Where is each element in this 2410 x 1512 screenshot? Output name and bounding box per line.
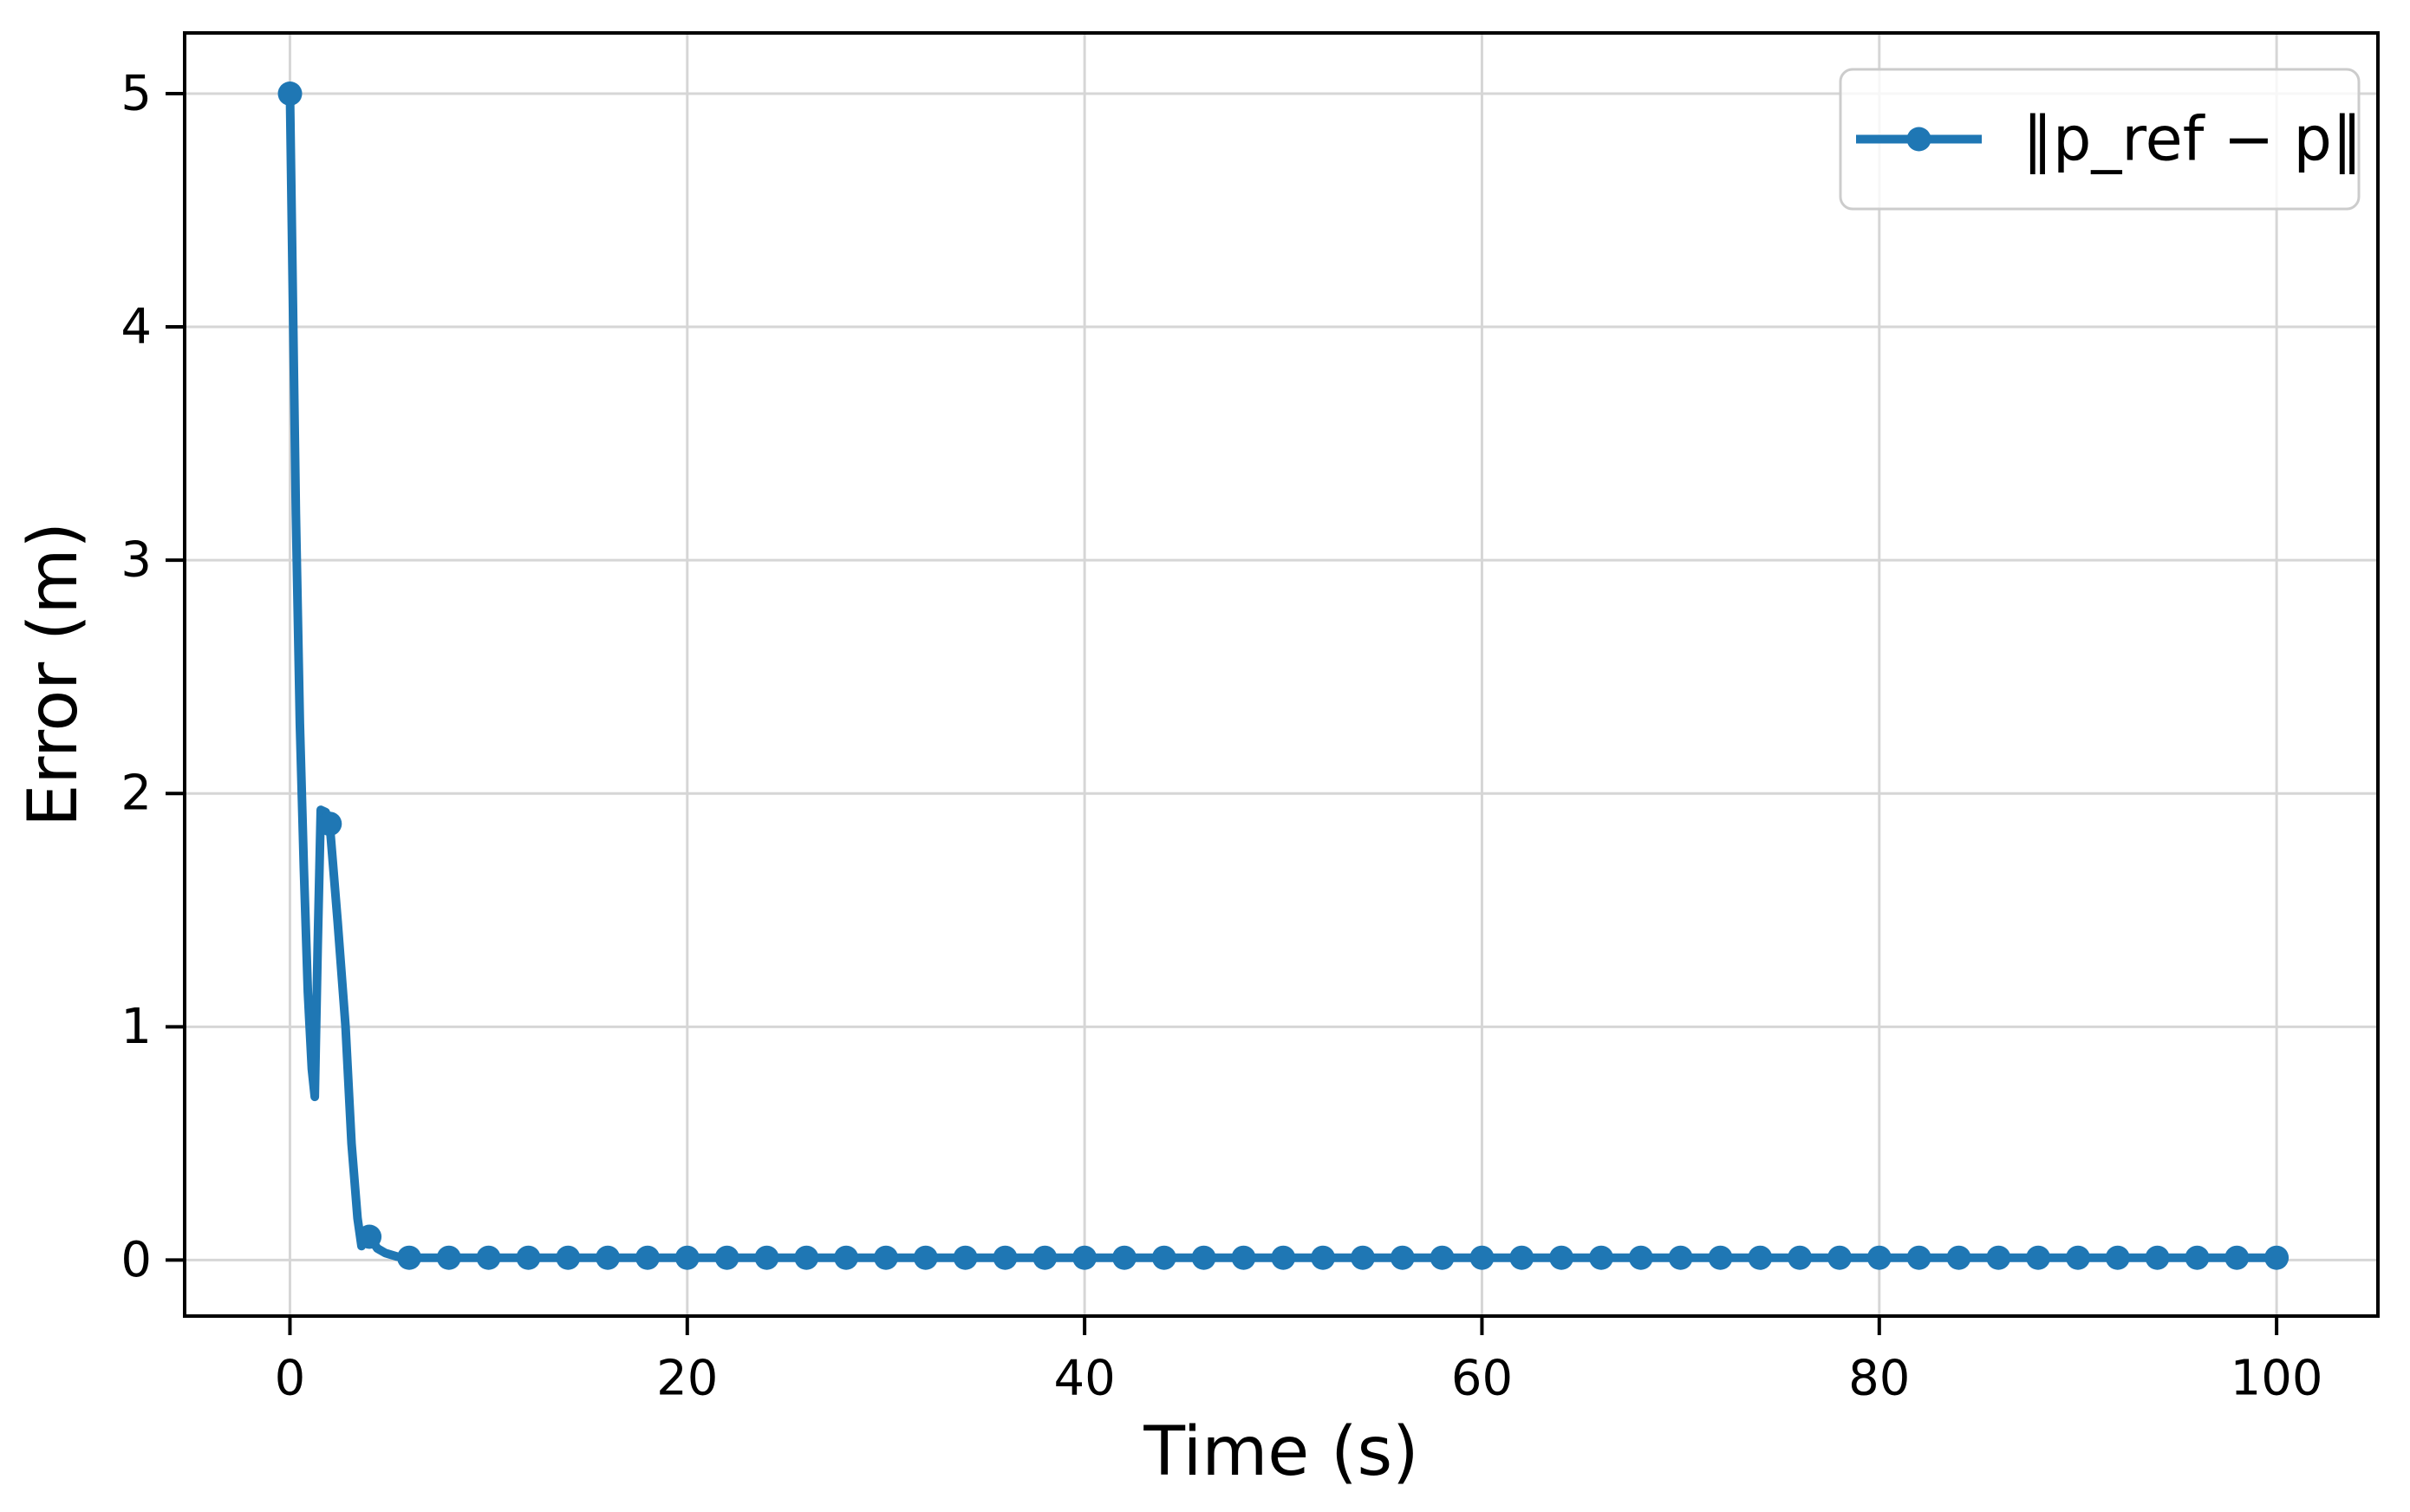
data-point-marker: [1986, 1245, 2011, 1270]
legend-label: ‖p_ref − p‖: [2022, 104, 2362, 175]
data-point-marker: [1509, 1245, 1534, 1270]
data-point-marker: [1390, 1245, 1415, 1270]
y-tick-label: 1: [120, 999, 152, 1055]
data-point-marker: [436, 1245, 461, 1270]
data-point-marker: [397, 1245, 421, 1270]
x-tick-label: 20: [656, 1351, 718, 1407]
data-point-marker: [2185, 1245, 2210, 1270]
data-point-marker: [1351, 1245, 1375, 1270]
data-point-marker: [794, 1245, 819, 1270]
y-tick-label: 4: [120, 299, 152, 355]
x-tick-label: 60: [1451, 1351, 1513, 1407]
data-point-marker: [1628, 1245, 1653, 1270]
data-point-marker: [1151, 1245, 1176, 1270]
x-axis-label: Time (s): [1143, 1413, 1418, 1491]
data-point-marker: [674, 1245, 700, 1270]
legend: ‖p_ref − p‖: [1839, 68, 2362, 211]
data-point-marker: [714, 1245, 739, 1270]
data-point-marker: [993, 1245, 1018, 1270]
x-tick-label: 40: [1053, 1351, 1115, 1407]
data-point-marker: [834, 1245, 859, 1270]
data-point-marker: [277, 81, 303, 106]
data-point-marker: [1946, 1245, 1971, 1270]
data-point-marker: [2105, 1245, 2130, 1270]
data-point-marker: [1827, 1245, 1852, 1270]
data-point-marker: [953, 1245, 978, 1270]
legend-sample-marker: [1906, 127, 1931, 152]
y-tick-label: 3: [120, 532, 152, 589]
data-point-marker: [1788, 1245, 1813, 1270]
data-point-marker: [1866, 1245, 1892, 1270]
data-point-marker: [1271, 1245, 1296, 1270]
data-point-marker: [2145, 1245, 2170, 1270]
data-point-marker: [596, 1245, 621, 1270]
data-point-marker: [1748, 1245, 1773, 1270]
data-point-marker: [317, 811, 342, 837]
plot-border: [183, 31, 2380, 1318]
y-tick-label: 2: [120, 766, 152, 822]
axes-background: [185, 33, 2378, 1316]
x-tick-label: 0: [275, 1351, 306, 1407]
data-point-marker: [2026, 1245, 2051, 1270]
data-point-marker: [2224, 1245, 2250, 1270]
y-axis-label: Error (m): [15, 522, 93, 827]
data-point-marker: [1032, 1245, 1058, 1270]
y-tick-label: 0: [120, 1232, 152, 1288]
data-point-marker: [754, 1245, 779, 1270]
y-tick-label: 5: [120, 65, 152, 121]
data-point-marker: [1231, 1245, 1256, 1270]
data-point-marker: [874, 1245, 898, 1270]
data-point-marker: [2264, 1245, 2290, 1270]
data-point-marker: [357, 1224, 382, 1249]
data-point-marker: [913, 1245, 938, 1270]
x-tick-label: 100: [2231, 1351, 2323, 1407]
data-point-marker: [556, 1245, 581, 1270]
data-point-marker: [1191, 1245, 1216, 1270]
data-point-marker: [1072, 1245, 1098, 1270]
data-point-marker: [1708, 1245, 1733, 1270]
data-point-marker: [1112, 1245, 1137, 1270]
error-series-line: [285, 89, 2282, 1262]
data-point-marker: [635, 1245, 660, 1270]
data-point-marker: [1469, 1245, 1495, 1270]
data-point-marker: [1311, 1245, 1336, 1270]
data-point-marker: [1668, 1245, 1693, 1270]
data-point-marker: [1589, 1245, 1613, 1270]
data-point-marker: [1906, 1245, 1931, 1270]
data-point-marker: [2066, 1245, 2090, 1270]
data-point-marker: [1549, 1245, 1574, 1270]
data-point-marker: [1430, 1245, 1455, 1270]
data-point-marker: [476, 1245, 501, 1270]
legend-box: [1839, 68, 2361, 211]
x-tick-label: 80: [1848, 1351, 1910, 1407]
data-point-marker: [516, 1245, 541, 1270]
